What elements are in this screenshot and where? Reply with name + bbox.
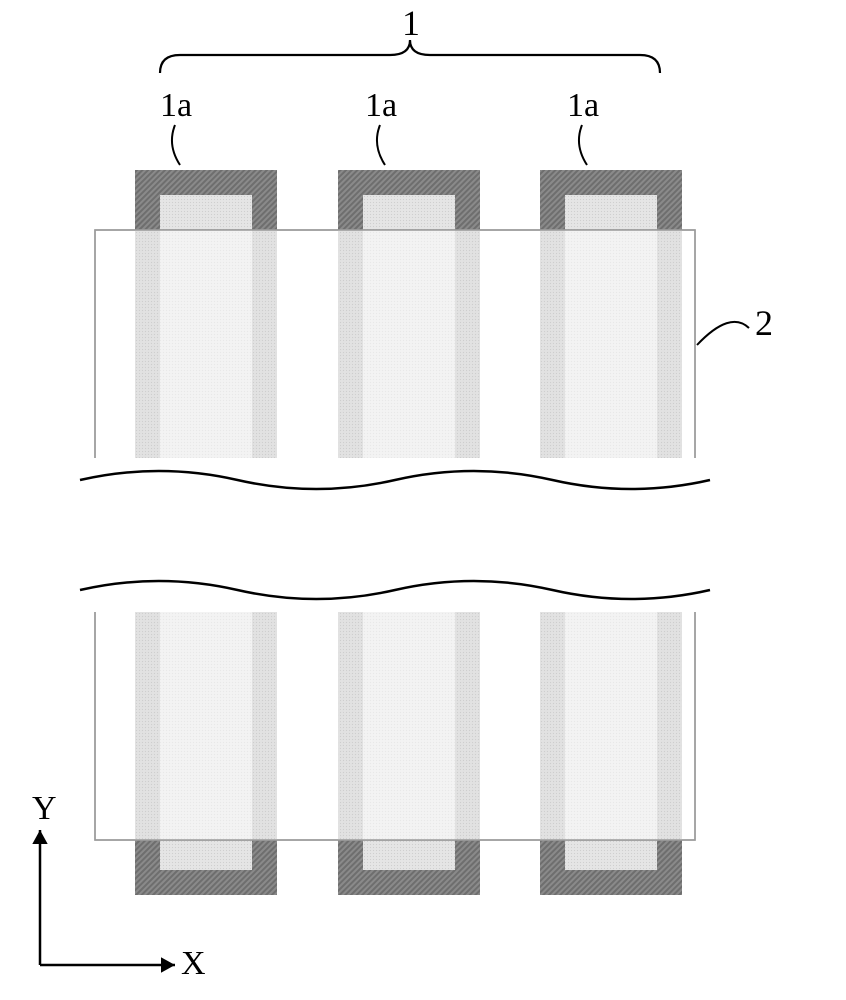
diagram-svg bbox=[0, 0, 846, 1000]
label-sub-1a-0: 1a bbox=[160, 87, 192, 125]
label-sub-1a-2: 1a bbox=[567, 87, 599, 125]
label-region-2: 2 bbox=[755, 302, 773, 344]
label-sub-1a-1: 1a bbox=[365, 87, 397, 125]
axis-label-y: Y bbox=[32, 790, 57, 828]
label-group-1: 1 bbox=[402, 2, 420, 44]
diagram-canvas: 1 1a 1a 1a 2 X Y bbox=[0, 0, 846, 1000]
axis-label-x: X bbox=[181, 945, 206, 983]
